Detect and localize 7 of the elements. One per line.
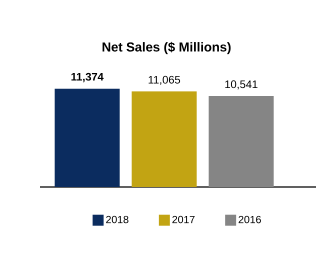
data-label: 11,374 <box>71 72 104 82</box>
data-label: 10,541 <box>225 80 258 90</box>
legend-label: 2016 <box>238 216 261 224</box>
data-label: 11,065 <box>148 76 180 85</box>
legend-label: 2017 <box>172 216 195 224</box>
chart-title: Net Sales ($ Millions) <box>102 42 231 54</box>
legend-label: 2018 <box>106 216 128 224</box>
